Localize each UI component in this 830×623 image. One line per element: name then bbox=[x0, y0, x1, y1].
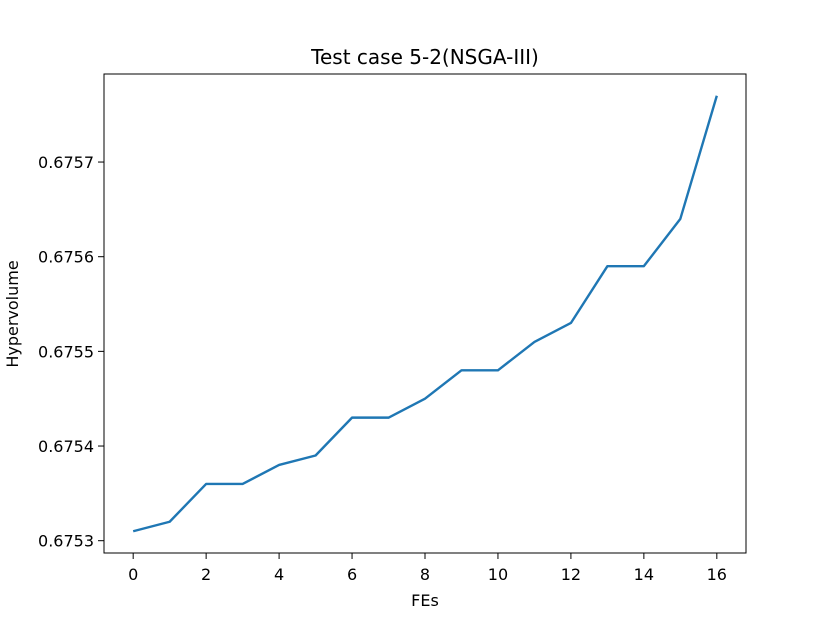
x-tick-label: 16 bbox=[707, 565, 727, 584]
x-tick-label: 0 bbox=[128, 565, 138, 584]
x-tick-label: 12 bbox=[561, 565, 581, 584]
y-tick-label: 0.6757 bbox=[38, 153, 94, 172]
y-tick-label: 0.6755 bbox=[38, 342, 94, 361]
x-tick-label: 14 bbox=[634, 565, 654, 584]
x-tick-label: 10 bbox=[488, 565, 508, 584]
x-tick-label: 6 bbox=[347, 565, 357, 584]
plot-area bbox=[103, 73, 747, 554]
series-line-0 bbox=[132, 95, 718, 533]
x-axis-label: FEs bbox=[411, 591, 439, 610]
x-tick-label: 8 bbox=[420, 565, 430, 584]
x-tick-label: 4 bbox=[274, 565, 284, 584]
y-axis: 0.6753 0.6754 0.6755 0.6756 0.6757 bbox=[38, 153, 104, 551]
x-axis: 0 2 4 6 8 10 12 14 16 bbox=[128, 553, 727, 584]
y-tick-label: 0.6753 bbox=[38, 532, 94, 551]
x-tick-label: 2 bbox=[201, 565, 211, 584]
y-tick-label: 0.6756 bbox=[38, 248, 94, 267]
y-tick-label: 0.6754 bbox=[38, 437, 94, 456]
chart-title: Test case 5-2(NSGA-III) bbox=[310, 45, 539, 69]
y-axis-label: Hypervolume bbox=[3, 260, 22, 367]
plot-frame bbox=[103, 73, 747, 554]
